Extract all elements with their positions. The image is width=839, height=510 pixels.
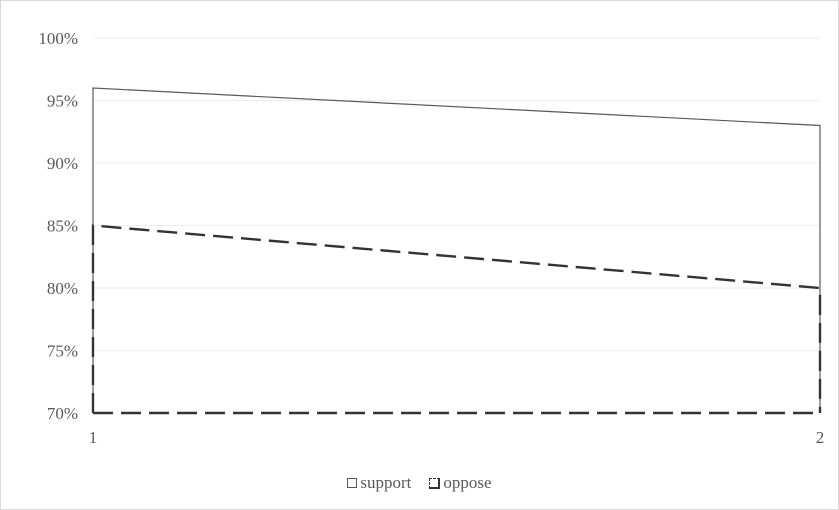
- legend-swatch-support: [347, 478, 358, 488]
- series-layer: [91, 87, 822, 415]
- y-tick-label: 90%: [47, 154, 78, 173]
- legend-item-oppose: oppose: [429, 473, 492, 493]
- y-tick-label: 85%: [47, 217, 78, 236]
- x-tick-label: 1: [89, 428, 98, 447]
- legend: support oppose: [0, 473, 839, 493]
- legend-item-support: support: [347, 473, 411, 493]
- series-oppose: [91, 224, 822, 413]
- y-tick-label: 100%: [38, 29, 78, 48]
- y-tick-label: 95%: [47, 92, 78, 111]
- x-tick-label: 2: [816, 428, 825, 447]
- y-tick-label: 70%: [47, 404, 78, 423]
- y-tick-label: 80%: [47, 279, 78, 298]
- y-axis-ticks: 70% 75% 80% 85% 90% 95% 100%: [38, 29, 78, 423]
- legend-label-support: support: [360, 473, 412, 492]
- y-tick-label: 75%: [47, 342, 78, 361]
- legend-swatch-oppose: [429, 477, 441, 489]
- gridlines: [93, 37, 820, 351]
- legend-label-oppose: oppose: [443, 473, 492, 492]
- series-support: [92, 87, 821, 413]
